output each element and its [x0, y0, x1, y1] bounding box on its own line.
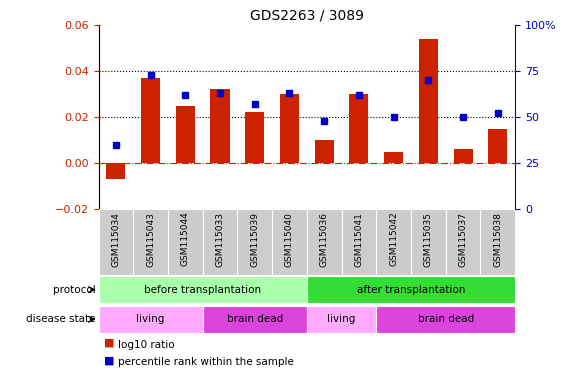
- Text: GSM115034: GSM115034: [111, 212, 120, 266]
- Text: brain dead: brain dead: [227, 314, 283, 324]
- Bar: [203, 306, 307, 333]
- Bar: [350, 94, 368, 163]
- Text: GSM115042: GSM115042: [389, 212, 398, 266]
- Text: log10 ratio: log10 ratio: [118, 340, 175, 350]
- Bar: [99, 276, 307, 303]
- Bar: [238, 209, 272, 275]
- Text: living: living: [327, 314, 356, 324]
- Bar: [211, 89, 230, 163]
- Bar: [133, 209, 168, 275]
- Bar: [315, 140, 334, 163]
- Bar: [99, 306, 203, 333]
- Text: brain dead: brain dead: [418, 314, 474, 324]
- Bar: [307, 276, 515, 303]
- Bar: [454, 149, 472, 163]
- Bar: [411, 209, 446, 275]
- Bar: [446, 209, 480, 275]
- Text: ■: ■: [104, 338, 115, 348]
- Text: GSM115044: GSM115044: [181, 212, 190, 266]
- Bar: [245, 113, 264, 163]
- Bar: [307, 306, 376, 333]
- Bar: [106, 163, 126, 179]
- Bar: [342, 209, 376, 275]
- Text: GSM115041: GSM115041: [355, 212, 363, 266]
- Bar: [280, 94, 299, 163]
- Bar: [141, 78, 160, 163]
- Text: living: living: [136, 314, 165, 324]
- Bar: [488, 129, 507, 163]
- Bar: [176, 106, 195, 163]
- Text: disease state: disease state: [26, 314, 96, 324]
- Bar: [376, 209, 411, 275]
- Text: percentile rank within the sample: percentile rank within the sample: [118, 357, 294, 367]
- Bar: [480, 209, 515, 275]
- Bar: [168, 209, 203, 275]
- Title: GDS2263 / 3089: GDS2263 / 3089: [250, 8, 364, 22]
- Text: GSM115043: GSM115043: [146, 212, 155, 266]
- Text: GSM115033: GSM115033: [216, 212, 225, 267]
- Bar: [384, 152, 403, 163]
- Bar: [272, 209, 307, 275]
- Bar: [203, 209, 238, 275]
- Bar: [99, 209, 133, 275]
- Bar: [307, 209, 342, 275]
- Text: ■: ■: [104, 355, 115, 365]
- Text: GSM115040: GSM115040: [285, 212, 294, 266]
- Text: after transplantation: after transplantation: [357, 285, 465, 295]
- Text: GSM115039: GSM115039: [251, 212, 259, 267]
- Bar: [376, 306, 515, 333]
- Text: protocol: protocol: [53, 285, 96, 295]
- Text: GSM115037: GSM115037: [459, 212, 467, 267]
- Text: GSM115036: GSM115036: [320, 212, 329, 267]
- Text: GSM115038: GSM115038: [493, 212, 502, 267]
- Bar: [419, 39, 438, 163]
- Text: before transplantation: before transplantation: [144, 285, 261, 295]
- Text: GSM115035: GSM115035: [424, 212, 433, 267]
